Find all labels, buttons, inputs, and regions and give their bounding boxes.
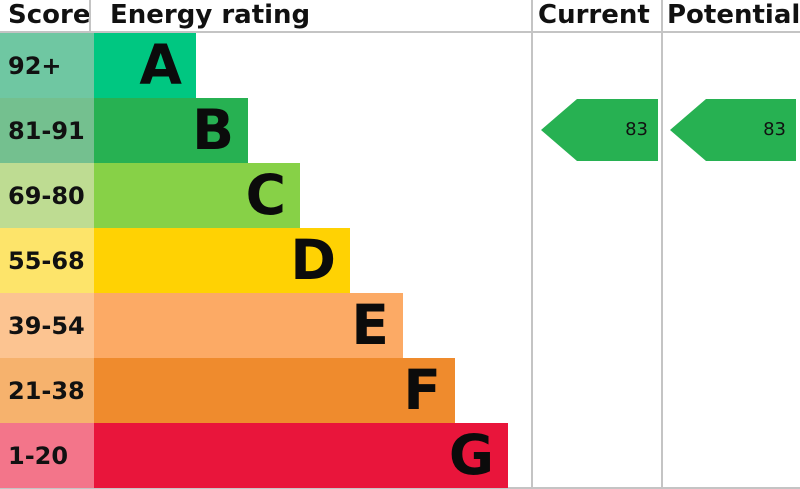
band-grade-letter: B: [192, 98, 234, 162]
band-bar: F: [94, 358, 455, 423]
band-grade-letter: G: [448, 423, 494, 487]
band-grade-letter: C: [245, 163, 286, 227]
current-column-divider-line: [531, 0, 533, 489]
epc-band-row: 39-54 E: [0, 293, 508, 358]
band-bar: E: [94, 293, 403, 358]
band-score-range: 55-68: [0, 228, 94, 293]
band-score-range: 21-38: [0, 358, 94, 423]
band-bar: A: [94, 33, 196, 98]
band-bar: C: [94, 163, 300, 228]
epc-band-row: 81-91 B: [0, 98, 508, 163]
potential-rating-arrow: 83: [670, 99, 796, 161]
potential-rating-value: 83: [763, 119, 786, 140]
score-header-divider-line: [89, 0, 91, 31]
epc-band-row: 1-20 G: [0, 423, 508, 488]
band-grade-letter: E: [351, 293, 389, 357]
current-rating-arrow: 83: [541, 99, 658, 161]
potential-column-header: Potential: [667, 0, 800, 30]
band-grade-letter: F: [403, 358, 441, 422]
band-score-range: 1-20: [0, 423, 94, 488]
band-score-range: 92+: [0, 33, 94, 98]
band-grade-letter: A: [139, 33, 182, 97]
band-score-range: 69-80: [0, 163, 94, 228]
band-score-range: 39-54: [0, 293, 94, 358]
epc-band-row: 55-68 D: [0, 228, 508, 293]
band-grade-letter: D: [290, 228, 336, 292]
score-column-header: Score: [8, 0, 91, 30]
epc-band-row: 69-80 C: [0, 163, 508, 228]
energy-rating-column-header: Energy rating: [110, 0, 311, 30]
header-bottom-border-line: [0, 31, 800, 33]
epc-band-row: 21-38 F: [0, 358, 508, 423]
epc-band-rows: 92+ A 81-91 B 69-80 C 55-68 D 39-54 E 21…: [0, 33, 508, 488]
potential-column-divider-line: [661, 0, 663, 489]
current-column-header: Current: [538, 0, 650, 30]
band-bar: G: [94, 423, 508, 488]
band-bar: D: [94, 228, 350, 293]
band-score-range: 81-91: [0, 98, 94, 163]
epc-band-row: 92+ A: [0, 33, 508, 98]
band-bar: B: [94, 98, 248, 163]
chart-bottom-border-line: [0, 487, 800, 489]
current-rating-value: 83: [625, 119, 648, 140]
